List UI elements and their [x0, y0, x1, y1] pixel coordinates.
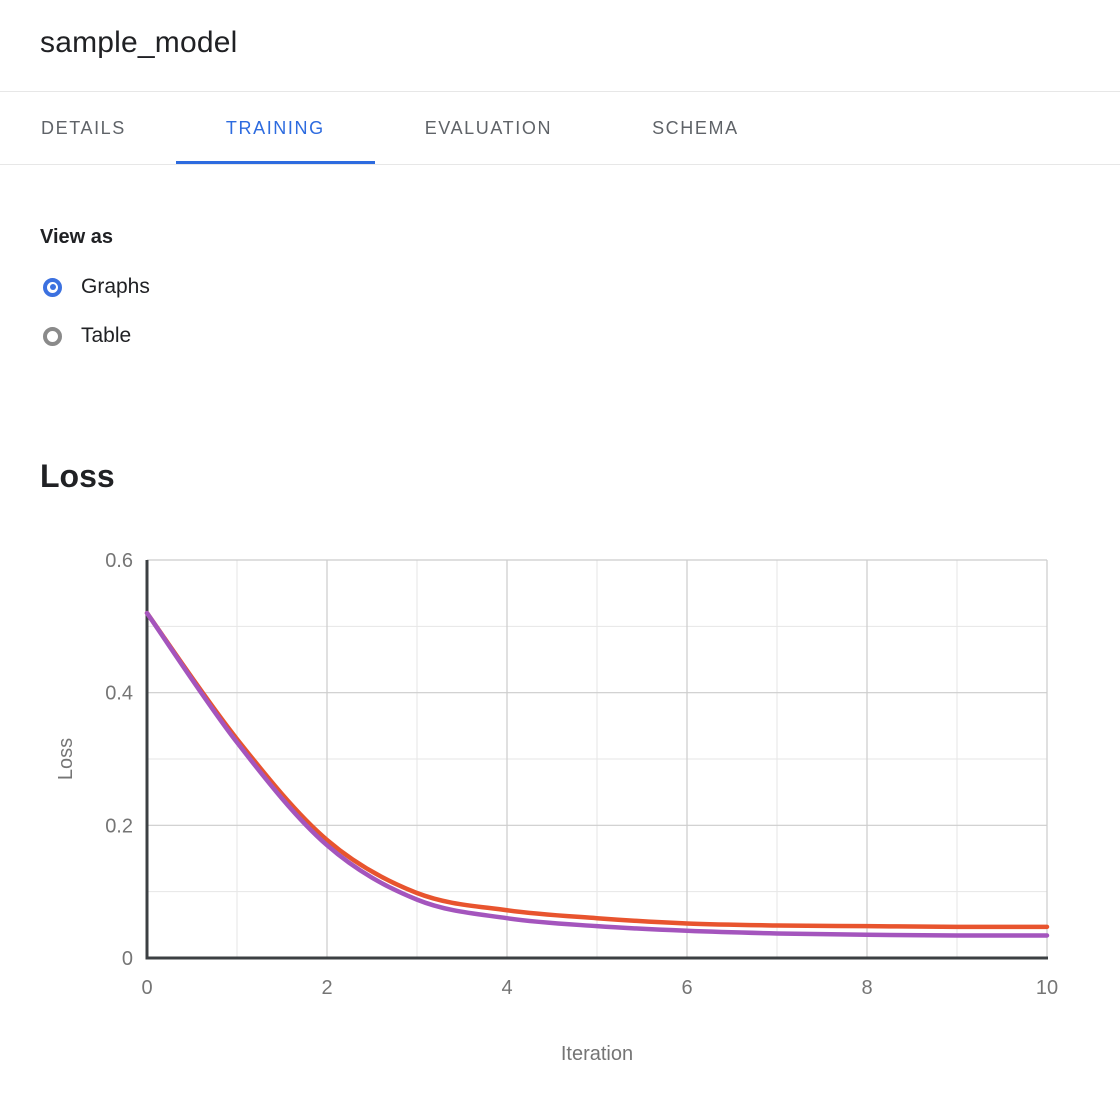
svg-text:6: 6 [681, 977, 692, 999]
svg-text:0: 0 [122, 948, 133, 970]
radio-selected-icon[interactable] [43, 277, 62, 297]
radio-option-graphs[interactable]: Graphs [43, 275, 1120, 299]
loss-chart: 0 0.2 0.4 0.6 0 2 4 6 8 10 Loss Iteration [0, 532, 1120, 1077]
svg-text:0: 0 [141, 977, 152, 999]
loss-chart-canvas: 0 0.2 0.4 0.6 0 2 4 6 8 10 Loss Iteration [55, 550, 1058, 1065]
view-as-label: View as [40, 226, 114, 248]
chart-section-heading: Loss [40, 458, 115, 494]
svg-text:0.4: 0.4 [105, 683, 133, 705]
page-title: sample_model [40, 26, 238, 59]
tab-details[interactable]: DETAILS [41, 118, 126, 138]
radio-graphs-label: Graphs [81, 275, 150, 298]
tab-schema[interactable]: SCHEMA [652, 118, 739, 138]
svg-text:4: 4 [501, 977, 512, 999]
svg-text:8: 8 [861, 977, 872, 999]
tab-evaluation[interactable]: EVALUATION [424, 118, 553, 138]
radio-table-label: Table [81, 324, 132, 347]
radio-unselected-icon[interactable] [43, 326, 62, 346]
radio-option-table[interactable]: Table [43, 324, 1120, 348]
page-header: sample_model [0, 0, 1120, 92]
svg-text:10: 10 [1036, 977, 1058, 999]
svg-text:0.6: 0.6 [105, 550, 133, 572]
svg-text:Loss: Loss [55, 738, 77, 780]
svg-text:0.2: 0.2 [105, 815, 133, 837]
tab-training[interactable]: TRAINING [175, 92, 375, 164]
svg-text:2: 2 [321, 977, 332, 999]
tab-bar: DETAILS TRAINING EVALUATION SCHEMA [0, 92, 1120, 165]
svg-text:Iteration: Iteration [561, 1043, 633, 1065]
